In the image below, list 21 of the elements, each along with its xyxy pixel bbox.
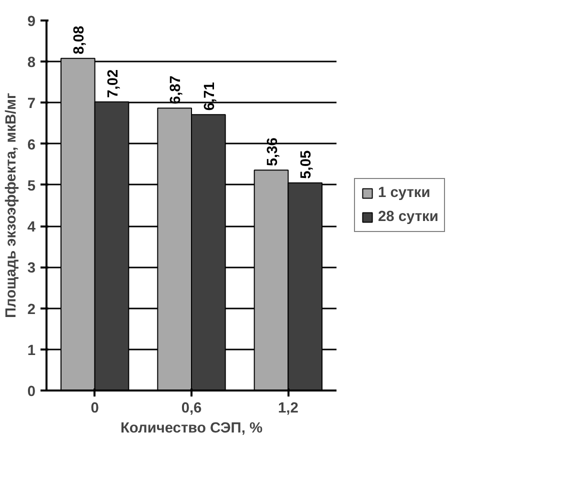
legend-label: 28 сутки (378, 209, 438, 225)
x-tick-label: 1,2 (278, 400, 298, 416)
data-label: 6,71 (202, 82, 218, 111)
data-label: 5,05 (298, 150, 315, 179)
y-tick-label: 0 (27, 384, 36, 400)
y-axis-title: Площадь экзоэффекта, мкВ/мг (3, 92, 20, 318)
legend-label: 1 сутки (378, 185, 430, 201)
x-axis-title: Количество СЭП, % (120, 420, 263, 436)
y-tick-label: 8 (27, 55, 36, 72)
y-tick-label: 6 (27, 137, 36, 154)
y-tick-label: 7 (27, 96, 36, 112)
y-tick-label: 3 (27, 260, 36, 277)
y-tick-label: 5 (27, 178, 36, 194)
y-tick-label: 2 (27, 302, 36, 318)
y-tick-label: 4 (27, 220, 36, 236)
x-tick-label: 0 (90, 400, 99, 416)
y-tick-label: 1 (27, 342, 36, 359)
data-label: 8,08 (71, 26, 88, 54)
data-label: 7,02 (105, 69, 122, 98)
y-tick-label: 9 (27, 14, 36, 30)
x-tick-label: 0,6 (181, 400, 202, 416)
